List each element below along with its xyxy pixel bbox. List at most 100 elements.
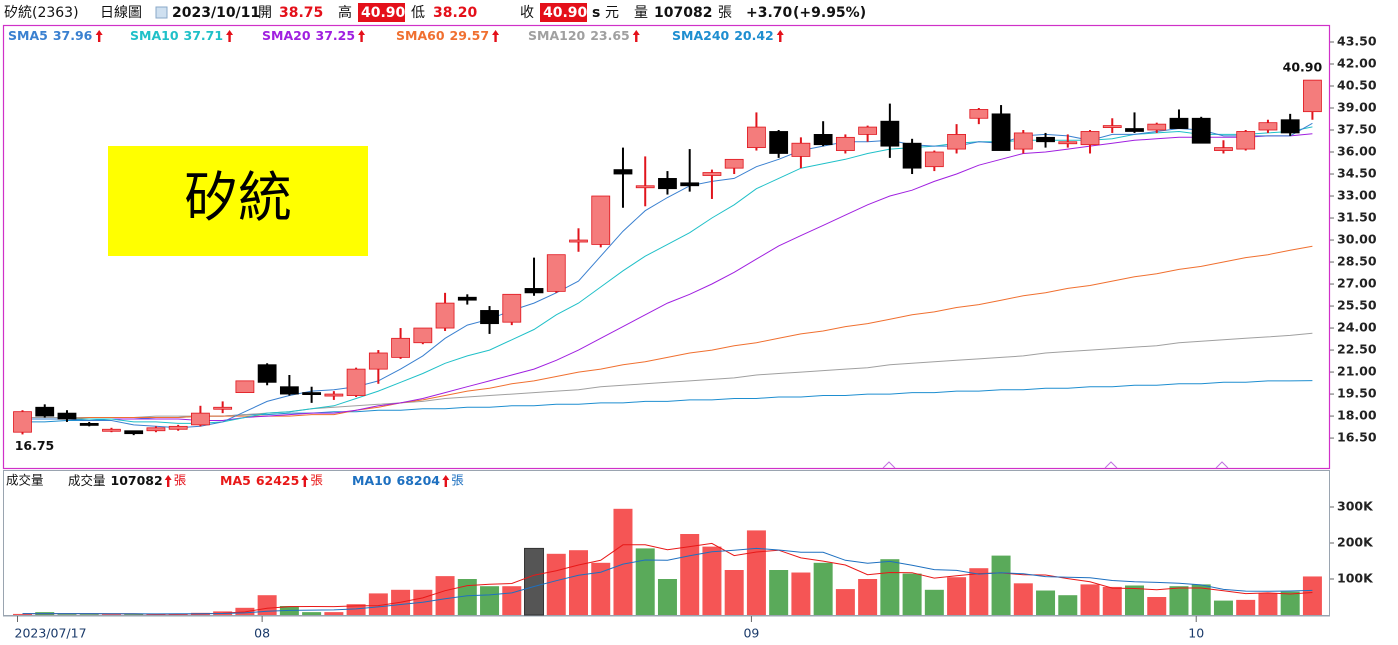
- candle-body: [279, 386, 299, 395]
- close-value: 40.90: [543, 5, 588, 21]
- candle-body: [257, 364, 277, 383]
- volume-bar: [1036, 590, 1056, 615]
- legend-name: SMA120: [528, 28, 586, 43]
- price-annotation: 16.75: [15, 438, 55, 453]
- legend-name: 成交量: [68, 473, 106, 488]
- volume-bar: [902, 573, 922, 615]
- x-tick-label: 09: [743, 626, 759, 641]
- legend-value: 37.96: [53, 28, 93, 43]
- volume-bar: [1169, 586, 1189, 615]
- candle-body: [1013, 132, 1033, 150]
- volume-bar: [769, 570, 789, 615]
- volume-bar: [724, 570, 744, 615]
- volume-bar: [257, 595, 277, 615]
- legend-name: SMA60: [396, 28, 445, 43]
- volume-bar: [924, 589, 944, 615]
- legend-value: 23.65: [590, 28, 630, 43]
- price-annotation: 40.90: [1283, 60, 1323, 75]
- volume-bar: [79, 614, 99, 615]
- y-tick-label: 25.50: [1337, 298, 1377, 313]
- candle-body: [724, 158, 744, 169]
- volume-bar: [101, 614, 121, 615]
- volume-bar: [435, 576, 455, 615]
- candle-body: [368, 352, 388, 370]
- candle-body: [1303, 79, 1322, 113]
- open-value: 38.75: [279, 5, 323, 21]
- volume-bar: [947, 577, 967, 615]
- candle-body: [1258, 122, 1278, 131]
- candle-body: [947, 134, 966, 150]
- legend-entry: SMA240 20.42: [672, 28, 774, 43]
- s-mark: s: [592, 5, 600, 21]
- volume-bar: [546, 553, 566, 615]
- candle-body: [102, 428, 121, 432]
- dropdown-icon[interactable]: [155, 6, 168, 19]
- up-arrow: [632, 30, 640, 42]
- close-box: [540, 3, 587, 22]
- volume-bar: [302, 612, 322, 615]
- volume-bar: [524, 547, 545, 616]
- up-arrow: [776, 30, 784, 42]
- candle-body: [168, 425, 188, 430]
- candle-body: [902, 142, 922, 169]
- candle-body: [569, 239, 588, 243]
- volume-bar: [1258, 593, 1278, 615]
- volume-bar: [635, 548, 655, 615]
- candle-body: [324, 393, 344, 397]
- event-markers: [882, 461, 1229, 469]
- candle-body: [769, 131, 789, 154]
- y-tick-label: 34.50: [1337, 166, 1377, 181]
- candle-body: [1080, 131, 1100, 146]
- x-tick-label: 2023/07/17: [15, 626, 87, 641]
- volume-ma-line: [22, 547, 1313, 615]
- candle-body: [502, 293, 522, 323]
- volume-bar: [346, 604, 366, 615]
- low-label: 低: [411, 5, 425, 21]
- legend-value: 29.57: [450, 28, 490, 43]
- volume-bar: [480, 586, 500, 615]
- high-label: 高: [338, 4, 352, 21]
- legend-unit: 張: [174, 473, 187, 488]
- y-tick-label: 24.00: [1337, 320, 1377, 335]
- candle-body: [480, 310, 499, 325]
- candle-body: [613, 169, 633, 175]
- candle-body: [924, 151, 944, 168]
- volume-bar: [1058, 595, 1078, 615]
- up-arrow: [301, 475, 309, 487]
- marks: 16.50 18.00 19.50 21.00 22.50 24.00 25.50 27.00…: [6, 28, 1377, 641]
- ma-line: [22, 245, 1313, 420]
- candle-body: [346, 368, 366, 396]
- candle-body: [213, 406, 233, 410]
- candle-body: [13, 411, 32, 433]
- candle-body: [391, 337, 410, 358]
- legend-unit: 張: [451, 473, 464, 488]
- y-tick-label: 200K: [1337, 535, 1374, 550]
- candle-body: [591, 195, 611, 245]
- legend-entry: MA10 68204: [352, 473, 440, 488]
- legend-value: 20.42: [734, 28, 774, 43]
- candle-body: [1147, 123, 1167, 131]
- legend-unit: 張: [310, 473, 323, 488]
- candle-body: [1125, 128, 1144, 132]
- legend-entry: SMA20 37.25: [262, 28, 355, 43]
- y-tick-label: 100K: [1337, 571, 1374, 586]
- legend-entry: SMA120 23.65: [528, 28, 630, 43]
- volume-bar: [702, 546, 722, 615]
- candle-body: [235, 380, 255, 393]
- legend-name: SMA240: [672, 28, 730, 43]
- close-label: 收: [520, 5, 534, 21]
- volume-bar: [835, 589, 855, 615]
- candle-body: [413, 327, 433, 344]
- pane-title: 成交量: [6, 473, 44, 488]
- legend-entry: SMA60 29.57: [396, 28, 489, 43]
- label-box: [108, 146, 368, 256]
- candle-body: [1036, 136, 1055, 143]
- candle-body: [1169, 117, 1189, 129]
- period[interactable]: 日線圖: [100, 5, 142, 21]
- y-tick-label: 31.50: [1337, 210, 1377, 225]
- volume-bar: [969, 568, 989, 615]
- change: +3.70: [746, 5, 793, 21]
- up-arrow: [492, 30, 500, 42]
- candle-body: [1236, 131, 1256, 150]
- candle-body: [1191, 117, 1211, 144]
